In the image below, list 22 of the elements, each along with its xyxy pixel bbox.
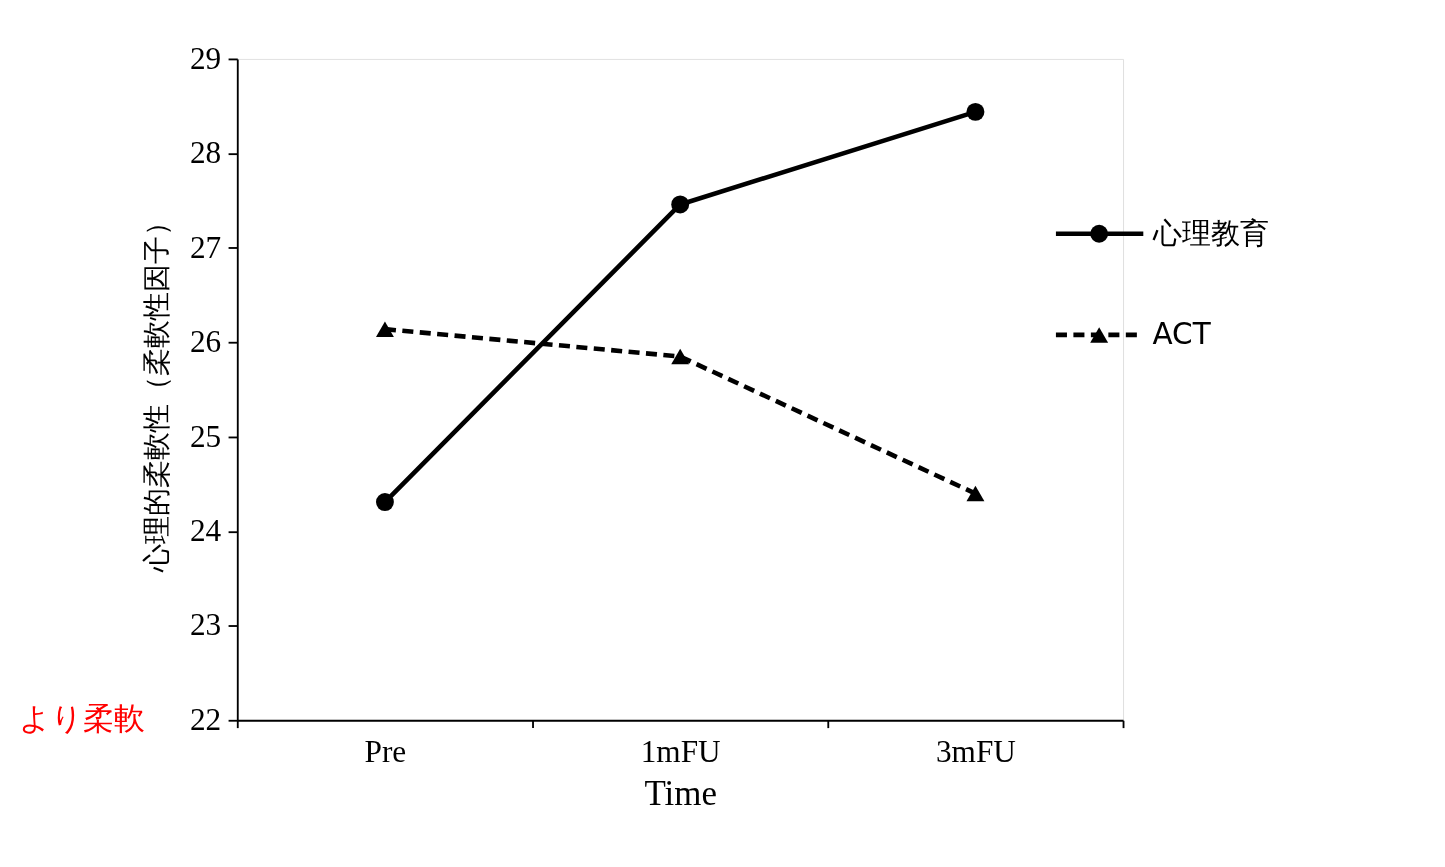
point [375, 321, 394, 337]
point [966, 485, 985, 502]
y-tick-label: 23 [189, 607, 222, 643]
x-tick-label: 1mFU [640, 734, 721, 770]
y-tick-label: 24 [189, 513, 222, 548]
y-tick-label: 25 [189, 418, 222, 454]
x-tick-label: 3mFU [935, 734, 1016, 770]
legend-label: ACT [1152, 317, 1212, 352]
y-tick-label: 28 [189, 135, 222, 171]
text: より柔軟 [19, 700, 146, 737]
x-axis-title: Time [644, 774, 717, 814]
y-axis-title: 心理的柔軟性（柔軟性因子） [140, 208, 174, 574]
y-tick-label: 22 [189, 701, 222, 737]
point [671, 195, 690, 214]
point [671, 348, 690, 365]
legend-label: 心理教育 [1151, 215, 1269, 250]
y-tick-label: 27 [189, 229, 222, 265]
x-tick-label: Pre [364, 734, 407, 770]
point [375, 493, 394, 511]
y-tick-label: 29 [189, 40, 222, 76]
y-tick-label: 26 [189, 324, 222, 360]
point [966, 102, 985, 121]
